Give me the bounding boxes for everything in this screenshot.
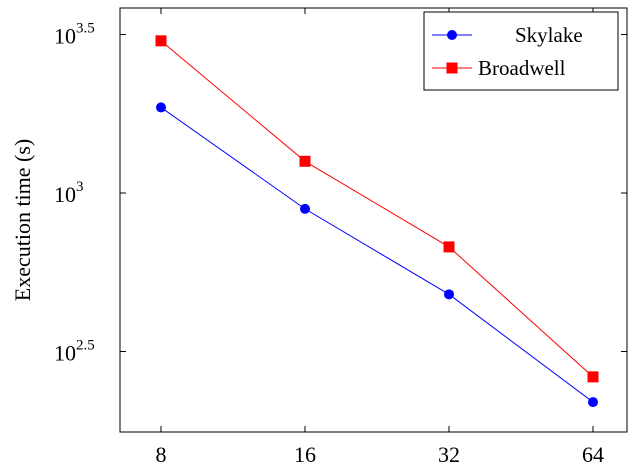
- y-tick-exponent: 3: [76, 179, 84, 195]
- x-tick-label: 32: [438, 442, 460, 467]
- data-point: [156, 102, 166, 113]
- y-tick-label: 103: [54, 179, 84, 207]
- data-point: [444, 289, 454, 300]
- plot-frame: [119, 7, 628, 433]
- y-tick-label: 102.5: [54, 338, 95, 366]
- series-line: [160, 40, 594, 378]
- y-axis-label: Execution time (s): [10, 139, 35, 302]
- series-broadwell: [155, 35, 599, 383]
- y-tick-label: 103.5: [54, 21, 95, 49]
- legend-marker: [447, 30, 457, 40]
- series-skylake: [156, 102, 598, 408]
- x-axis: 8 16 32 64: [156, 8, 604, 467]
- x-tick-label: 16: [294, 442, 316, 467]
- legend-marker: [446, 62, 458, 74]
- y-tick-exponent: 2.5: [76, 338, 95, 354]
- legend-label: Broadwell: [478, 56, 566, 80]
- data-point: [299, 155, 311, 167]
- legend-entry: Skylake: [432, 23, 583, 47]
- legend: Skylake Broadwell: [423, 11, 619, 91]
- legend-entry: Broadwell: [432, 56, 566, 80]
- legend-label: Skylake: [515, 23, 583, 47]
- y-tick-exponent: 3.5: [76, 21, 95, 37]
- x-tick-label: 64: [582, 442, 604, 467]
- data-point: [587, 371, 599, 383]
- series-line: [160, 107, 594, 403]
- data-point: [588, 397, 598, 408]
- data-point: [300, 203, 310, 214]
- legend-box: [423, 11, 619, 91]
- data-point: [443, 241, 455, 253]
- series-layer: [155, 35, 599, 408]
- x-tick-label: 8: [156, 442, 167, 467]
- data-point: [155, 35, 167, 47]
